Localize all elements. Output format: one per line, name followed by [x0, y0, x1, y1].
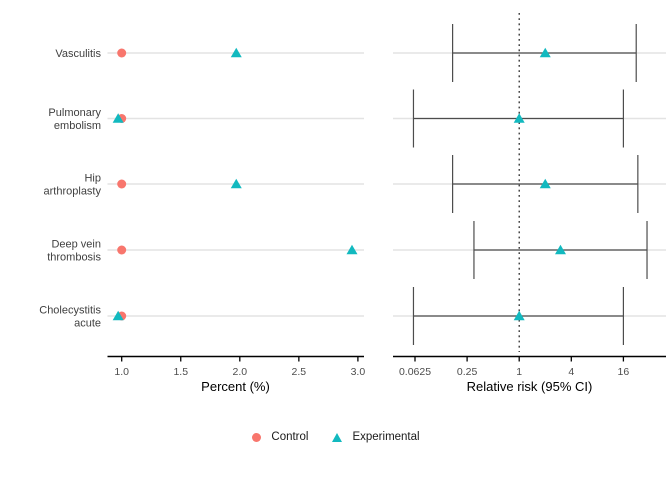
control-point [117, 245, 127, 255]
tick-label: 2.0 [232, 366, 247, 378]
control-circle-icon [252, 432, 262, 442]
experimental-point [513, 113, 525, 123]
experimental-point [230, 47, 242, 58]
legend-label-experimental: Experimental [352, 431, 420, 443]
row-label: Hip arthroplasty [44, 173, 102, 198]
legend-item-experimental: Experimental [332, 431, 420, 443]
experimental-point [513, 310, 525, 321]
tick-label: 4 [568, 366, 574, 378]
tick-label: 1.0 [114, 366, 129, 378]
experimental-point [554, 244, 566, 255]
tick-label: 1.5 [173, 366, 188, 378]
x-axis-title-percent: Percent (%) [201, 379, 270, 394]
x-axis-title-relative-risk: Relative risk (95% CI) [466, 379, 593, 394]
experimental-point [539, 47, 551, 58]
legend-item-control: Control [252, 431, 308, 443]
experimental-point [230, 178, 242, 189]
row-label: Deep vein thrombosis [47, 239, 101, 264]
experimental-point [112, 310, 124, 321]
tick-label: 16 [618, 366, 630, 378]
experimental-point [539, 178, 551, 189]
tick-label: 1 [516, 366, 522, 378]
legend: Control Experimental [0, 427, 672, 447]
experimental-triangle-icon [332, 432, 343, 442]
control-point [117, 179, 127, 189]
row-label: Pulmonary embolism [48, 107, 101, 132]
tick-label: 0.25 [457, 366, 478, 378]
row-label: Cholecystitis acute [39, 305, 101, 330]
experimental-point [346, 244, 358, 255]
tick-label: 0.0625 [399, 366, 431, 378]
tick-label: 3.0 [351, 366, 366, 378]
experimental-point [112, 113, 124, 123]
row-label: Vasculitis [55, 48, 101, 60]
legend-label-control: Control [271, 431, 309, 443]
forest-plot-svg: Vasculitis Pulmonary embolism Hip arthroplas… [39, 13, 666, 378]
control-point [117, 48, 127, 58]
tick-label: 2.5 [292, 366, 307, 378]
